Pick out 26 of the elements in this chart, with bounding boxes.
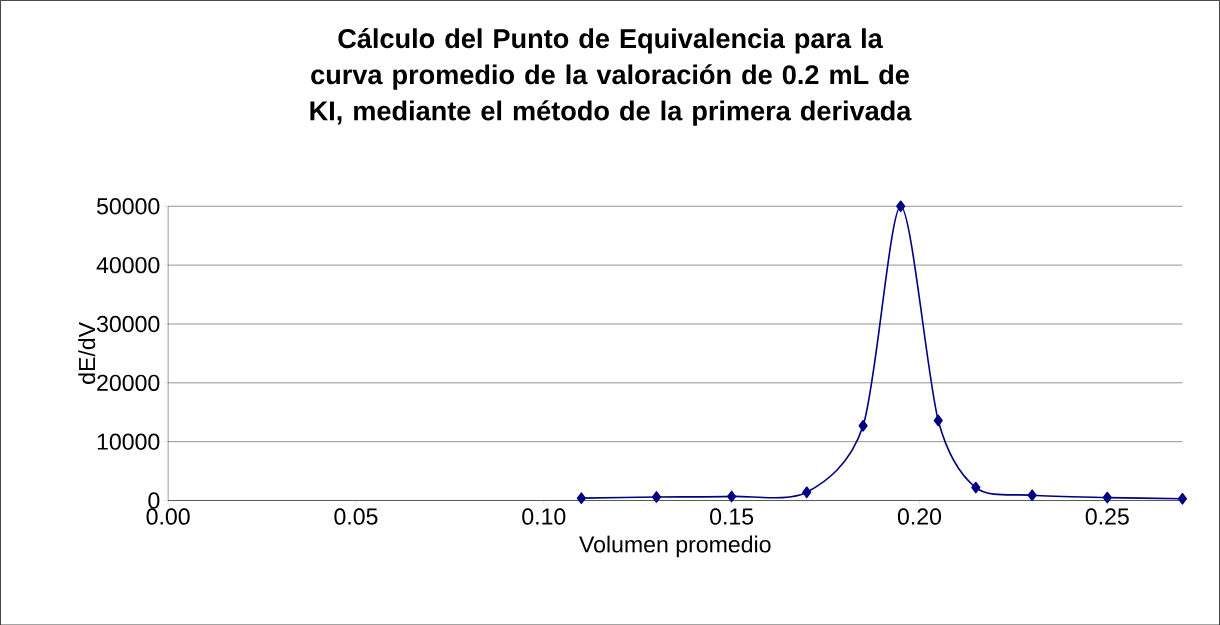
y-tick-label: 40000 [96, 256, 160, 274]
x-tick-label: 0.20 [897, 508, 942, 525]
point [1102, 491, 1112, 504]
point [1177, 492, 1188, 505]
point [651, 490, 662, 503]
x-tick-label: 0.10 [522, 508, 566, 525]
y-tick-label: 0 [148, 492, 160, 509]
point [727, 490, 737, 503]
y-tick-label: 20000 [97, 374, 160, 391]
x-tick-label: 0.05 [334, 508, 378, 525]
point [933, 414, 943, 427]
x-tick-label: 0.25 [1085, 508, 1129, 525]
x-tick-label: 0.15 [710, 508, 754, 525]
y-tick-label: 50000 [96, 197, 160, 215]
x-axis-title: Volumen promedio [579, 535, 771, 557]
point [971, 481, 981, 494]
x-tick-label: 0.00 [146, 508, 190, 525]
y-tick-label: 30000 [96, 315, 160, 332]
y-axis-title: dE/dV [78, 321, 96, 384]
point [802, 486, 812, 498]
y-tick-label: 10000 [97, 433, 160, 450]
point [858, 419, 868, 432]
point [576, 492, 586, 504]
point [896, 200, 906, 212]
point [1027, 489, 1037, 501]
chart-title: Cálculo del Punto de Equivalencia para la curva promedio de la valoración de 0.2 mL de KI, mediante el método de la primera derivada [310, 27, 912, 126]
